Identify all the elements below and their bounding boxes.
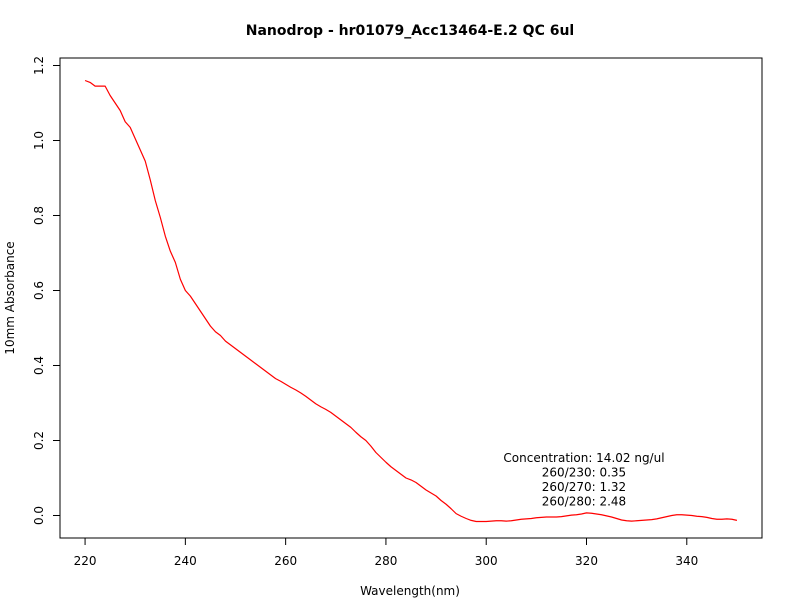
x-tick-label: 240 <box>174 554 197 568</box>
y-tick-label: 0.6 <box>32 281 46 300</box>
x-tick-label: 280 <box>374 554 397 568</box>
x-tick-label: 220 <box>74 554 97 568</box>
plot-frame <box>59 57 763 539</box>
y-tick-label: 1.2 <box>32 56 46 75</box>
annotation-line: Concentration: 14.02 ng/ul <box>503 451 664 465</box>
y-tick-label: 0.2 <box>32 431 46 450</box>
x-axis: 220 240 260 280 300 320 340 <box>74 538 698 568</box>
x-tick-label: 340 <box>675 554 698 568</box>
x-axis-label: Wavelength(nm) <box>360 584 460 598</box>
y-axis: 0.0 0.2 0.4 0.6 0.8 1.0 1.2 <box>32 56 60 525</box>
chart-title: Nanodrop - hr01079_Acc13464-E.2 QC 6ul <box>246 23 574 39</box>
annotation-line: 260/280: 2.48 <box>542 495 626 509</box>
x-tick-label: 260 <box>274 554 297 568</box>
annotation-line: 260/230: 0.35 <box>542 466 626 480</box>
y-tick-label: 0.0 <box>32 506 46 525</box>
y-tick-label: 0.4 <box>32 356 46 375</box>
absorbance-series-line <box>84 79 738 523</box>
x-tick-label: 300 <box>475 554 498 568</box>
y-tick-label: 1.0 <box>32 131 46 150</box>
x-tick-label: 320 <box>575 554 598 568</box>
series-layer <box>84 79 738 523</box>
y-tick-label: 0.8 <box>32 206 46 225</box>
y-axis-label: 10mm Absorbance <box>3 241 17 354</box>
annotation-line: 260/270: 1.32 <box>542 480 626 494</box>
